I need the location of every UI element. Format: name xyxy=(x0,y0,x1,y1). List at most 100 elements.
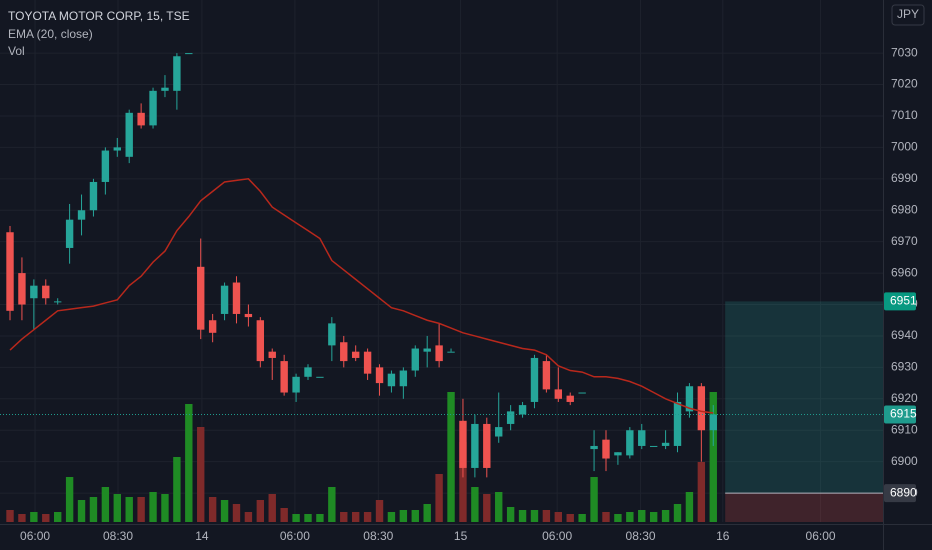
y-tick-label: 7020 xyxy=(891,77,918,91)
price-label: 6890 xyxy=(890,485,917,499)
candle-body xyxy=(578,392,586,394)
volume-pane xyxy=(6,392,717,522)
volume-bar xyxy=(495,492,503,522)
candle-body xyxy=(268,351,276,358)
indicator-legend[interactable]: EMA (20, close) xyxy=(8,27,93,41)
volume-bar xyxy=(649,512,658,522)
y-tick-label: 7010 xyxy=(891,108,918,122)
candle-body xyxy=(459,420,467,468)
volume-bar xyxy=(423,504,431,522)
volume-bar xyxy=(316,514,324,522)
candle-body xyxy=(530,357,539,402)
candle-body xyxy=(709,414,717,431)
candle-body xyxy=(435,345,443,362)
candle-body xyxy=(53,301,62,303)
volume-bar xyxy=(208,497,217,522)
candle-body xyxy=(387,373,396,387)
volume-bar xyxy=(292,514,300,522)
volume-bar xyxy=(578,514,586,522)
candle-body xyxy=(280,361,288,393)
candles xyxy=(6,53,717,478)
volume-bar xyxy=(506,507,515,522)
candle-body xyxy=(292,376,300,393)
candle-body xyxy=(232,282,241,314)
volume-bar xyxy=(65,477,74,522)
candle-body xyxy=(614,452,622,456)
volume-bar xyxy=(232,504,241,522)
volume-bar xyxy=(614,514,622,522)
volume-bar xyxy=(471,487,479,522)
volume-bar xyxy=(6,510,14,522)
candle-body xyxy=(375,367,384,384)
candle-body xyxy=(6,232,14,311)
y-tick-label: 6940 xyxy=(891,328,918,342)
y-tick-label: 6910 xyxy=(891,422,918,436)
candle-body xyxy=(626,430,634,456)
candle-body xyxy=(602,439,610,459)
y-tick-label: 6920 xyxy=(891,391,918,405)
volume-bar xyxy=(42,514,50,522)
candle-body xyxy=(697,386,706,431)
price-label: 6915 xyxy=(890,407,917,421)
volume-bar xyxy=(351,512,360,522)
symbol-title[interactable]: TOYOTA MOTOR CORP, 15, TSE xyxy=(8,9,190,23)
y-tick-label: 6960 xyxy=(891,265,918,279)
currency-label[interactable]: JPY xyxy=(897,7,919,21)
x-tick-label: 06:00 xyxy=(280,529,310,543)
price-label-bg xyxy=(884,405,916,424)
candle-body xyxy=(495,427,503,437)
volume-bar xyxy=(149,492,157,522)
volume-bar xyxy=(626,512,634,522)
volume-bar xyxy=(638,510,646,522)
y-tick-label: 6970 xyxy=(891,234,918,248)
volume-bar xyxy=(328,487,336,522)
candle-body xyxy=(89,181,98,211)
volume-bar xyxy=(518,510,527,522)
volume-bar xyxy=(256,500,265,522)
candle-body xyxy=(220,285,229,314)
volume-bar xyxy=(161,494,169,522)
volume-bar xyxy=(137,497,145,522)
volume-bar xyxy=(566,514,574,522)
y-tick-label: 6930 xyxy=(891,360,918,374)
candle-body xyxy=(42,285,50,299)
x-tick-label: 08:30 xyxy=(626,529,656,543)
volume-bar xyxy=(661,510,670,522)
candle-body xyxy=(18,273,26,305)
y-tick-label: 6990 xyxy=(891,171,918,185)
candle-body xyxy=(65,219,74,248)
profit-zone xyxy=(725,301,883,494)
grid xyxy=(0,0,883,522)
currency-button[interactable] xyxy=(891,4,925,26)
candle-body xyxy=(661,442,670,446)
candle-body xyxy=(471,423,479,468)
volume-bar xyxy=(244,512,253,522)
y-tick-label: 7030 xyxy=(891,45,918,59)
candle-body xyxy=(566,395,574,402)
candle-body xyxy=(328,323,336,346)
candle-body xyxy=(673,401,682,446)
volume-bar xyxy=(363,512,372,522)
candle-body xyxy=(649,445,658,447)
x-tick-label: 14 xyxy=(195,529,209,543)
candle-body xyxy=(173,56,181,91)
y-tick-label: 6900 xyxy=(891,454,918,468)
volume-bar xyxy=(542,510,551,522)
volume-bar xyxy=(53,512,62,522)
volume-bar xyxy=(673,504,682,522)
volume-bar xyxy=(304,514,312,522)
candle-body xyxy=(30,285,38,299)
volume-bar xyxy=(554,512,563,522)
volume-bar xyxy=(220,500,229,522)
position-tool[interactable] xyxy=(725,301,883,522)
x-tick-label: 15 xyxy=(454,529,468,543)
indicator-legend[interactable]: Vol xyxy=(8,44,25,58)
candle-body xyxy=(256,320,265,362)
volume-bar xyxy=(590,477,598,522)
x-tick-label: 06:00 xyxy=(806,529,836,543)
candle-body xyxy=(518,405,527,415)
volume-bar xyxy=(89,497,98,522)
volume-bar xyxy=(530,510,539,522)
volume-bar xyxy=(185,404,193,522)
